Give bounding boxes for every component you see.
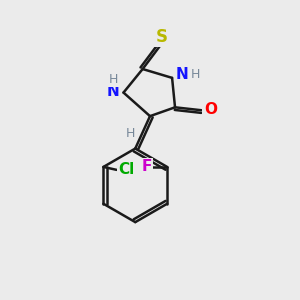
Text: F: F [141, 159, 152, 174]
Text: S: S [156, 28, 168, 46]
Text: N: N [176, 68, 189, 82]
Text: H: H [126, 127, 135, 140]
Text: Cl: Cl [118, 162, 134, 177]
Text: H: H [109, 73, 118, 86]
Text: N: N [107, 84, 120, 99]
Text: O: O [204, 102, 217, 117]
Text: H: H [190, 68, 200, 81]
